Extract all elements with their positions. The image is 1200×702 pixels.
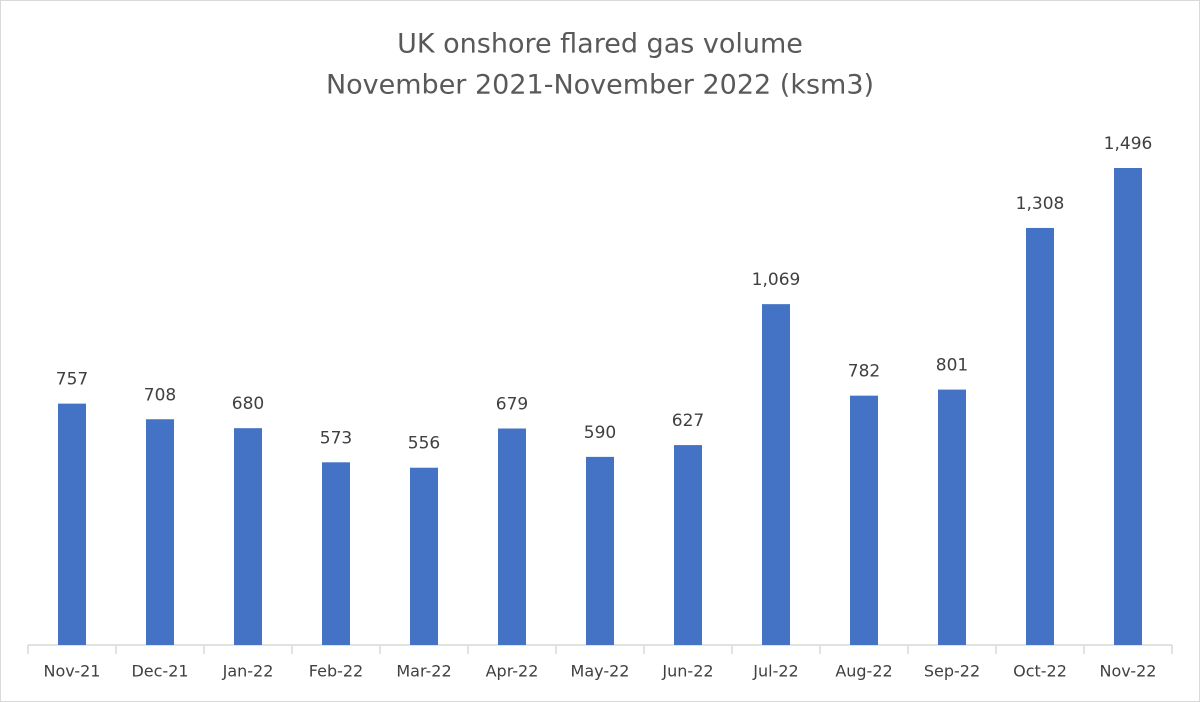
x-tick-label: Jul-22 bbox=[752, 662, 798, 681]
bar bbox=[146, 419, 174, 645]
x-tick-label: Dec-21 bbox=[131, 662, 188, 681]
data-label: 590 bbox=[584, 423, 616, 443]
data-label: 573 bbox=[320, 428, 352, 448]
bar bbox=[1026, 227, 1054, 645]
data-label: 1,496 bbox=[1104, 134, 1153, 154]
data-label: 1,308 bbox=[1016, 194, 1065, 214]
x-tick-label: Jan-22 bbox=[222, 662, 274, 681]
bar bbox=[674, 445, 702, 645]
data-label: 782 bbox=[848, 362, 880, 382]
bar bbox=[58, 403, 86, 645]
x-tick-label: Apr-22 bbox=[486, 662, 539, 681]
data-label: 679 bbox=[496, 395, 528, 415]
bar bbox=[322, 462, 350, 645]
x-tick-label: Jun-22 bbox=[661, 662, 713, 681]
chart-subtitle: November 2021-November 2022 (ksm3) bbox=[326, 70, 874, 101]
data-label: 708 bbox=[144, 385, 176, 405]
x-tick-label: Oct-22 bbox=[1013, 662, 1067, 681]
bar bbox=[938, 389, 966, 645]
x-tick-label: Mar-22 bbox=[396, 662, 451, 681]
x-tick-label: May-22 bbox=[571, 662, 630, 681]
data-label: 757 bbox=[56, 370, 88, 390]
x-tick-label: Sep-22 bbox=[924, 662, 980, 681]
bar bbox=[850, 395, 878, 645]
x-tick-label: Feb-22 bbox=[309, 662, 363, 681]
data-label: 627 bbox=[672, 411, 704, 431]
data-label: 801 bbox=[936, 356, 968, 376]
x-tick-label: Aug-22 bbox=[835, 662, 892, 681]
bar bbox=[410, 467, 438, 645]
bar bbox=[762, 304, 790, 645]
data-label: 556 bbox=[408, 434, 440, 454]
bar bbox=[1114, 168, 1142, 645]
chart-title: UK onshore flared gas volume bbox=[397, 29, 803, 60]
bar bbox=[234, 428, 262, 645]
x-tick-label: Nov-22 bbox=[1100, 662, 1157, 681]
x-tick-label: Nov-21 bbox=[44, 662, 101, 681]
bar bbox=[586, 456, 614, 645]
data-label: 1,069 bbox=[752, 270, 801, 290]
data-label: 680 bbox=[232, 394, 264, 414]
bar bbox=[498, 428, 526, 645]
